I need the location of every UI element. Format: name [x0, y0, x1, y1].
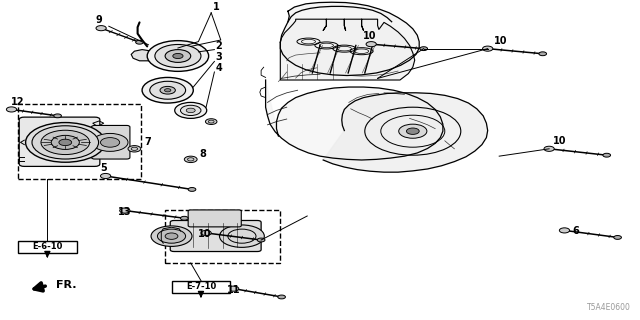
Circle shape: [96, 26, 106, 31]
Circle shape: [257, 238, 265, 242]
Text: 6: 6: [573, 226, 579, 236]
Circle shape: [164, 89, 171, 92]
Polygon shape: [280, 19, 415, 80]
Circle shape: [59, 139, 72, 146]
Circle shape: [539, 52, 547, 56]
Circle shape: [128, 146, 141, 152]
Circle shape: [160, 86, 175, 94]
Circle shape: [175, 102, 207, 118]
Text: 11: 11: [227, 285, 241, 295]
Circle shape: [180, 105, 201, 116]
Circle shape: [278, 295, 285, 299]
Circle shape: [142, 77, 193, 103]
Circle shape: [51, 135, 79, 149]
Circle shape: [41, 130, 90, 155]
Circle shape: [483, 46, 493, 51]
Text: 2: 2: [216, 41, 222, 51]
Polygon shape: [323, 93, 488, 172]
Polygon shape: [280, 2, 419, 76]
FancyBboxPatch shape: [92, 125, 130, 159]
Polygon shape: [131, 50, 152, 61]
Circle shape: [136, 40, 143, 44]
Circle shape: [188, 188, 196, 191]
Circle shape: [54, 114, 61, 118]
Circle shape: [180, 216, 188, 220]
Circle shape: [366, 42, 376, 47]
Text: 4: 4: [216, 63, 222, 73]
Text: 8: 8: [200, 149, 207, 159]
Polygon shape: [266, 80, 443, 160]
Circle shape: [184, 156, 197, 163]
Circle shape: [32, 126, 99, 159]
Circle shape: [151, 226, 192, 246]
Text: FR.: FR.: [56, 280, 77, 291]
FancyBboxPatch shape: [188, 210, 241, 227]
FancyBboxPatch shape: [19, 117, 100, 166]
Circle shape: [399, 124, 427, 138]
Circle shape: [100, 173, 111, 179]
Circle shape: [173, 53, 183, 59]
Circle shape: [150, 81, 186, 99]
Text: 10: 10: [553, 136, 567, 146]
Bar: [165, 210, 280, 263]
Circle shape: [559, 228, 570, 233]
Circle shape: [420, 47, 428, 51]
Text: E-6-10: E-6-10: [32, 242, 63, 251]
Circle shape: [165, 233, 178, 239]
Text: 1: 1: [213, 2, 220, 12]
Circle shape: [100, 138, 120, 147]
Bar: [18, 104, 141, 179]
Circle shape: [228, 286, 239, 291]
Circle shape: [120, 208, 130, 213]
FancyBboxPatch shape: [170, 220, 261, 252]
Text: 10: 10: [198, 229, 212, 239]
Text: 10: 10: [493, 36, 508, 46]
Bar: [172, 281, 230, 293]
Polygon shape: [161, 227, 180, 243]
Text: 7: 7: [144, 137, 151, 147]
Circle shape: [544, 146, 554, 151]
Circle shape: [220, 225, 264, 247]
Circle shape: [155, 44, 201, 68]
Text: 13: 13: [118, 207, 132, 217]
Circle shape: [165, 50, 191, 62]
Circle shape: [603, 153, 611, 157]
Circle shape: [614, 236, 621, 239]
Circle shape: [157, 229, 186, 243]
Circle shape: [147, 41, 209, 71]
Circle shape: [406, 128, 419, 134]
Circle shape: [186, 108, 195, 113]
Circle shape: [92, 133, 128, 151]
Text: T5A4E0600: T5A4E0600: [586, 303, 630, 312]
Bar: [18, 241, 77, 253]
Text: 5: 5: [100, 163, 107, 173]
Text: E-7-10: E-7-10: [186, 282, 216, 291]
Text: 9: 9: [96, 15, 102, 25]
Text: 12: 12: [11, 97, 25, 107]
Circle shape: [26, 123, 105, 162]
Circle shape: [201, 230, 211, 236]
Text: 3: 3: [216, 52, 222, 62]
Text: 10: 10: [363, 31, 377, 41]
Polygon shape: [148, 44, 206, 67]
Circle shape: [205, 119, 217, 124]
Circle shape: [6, 107, 17, 112]
